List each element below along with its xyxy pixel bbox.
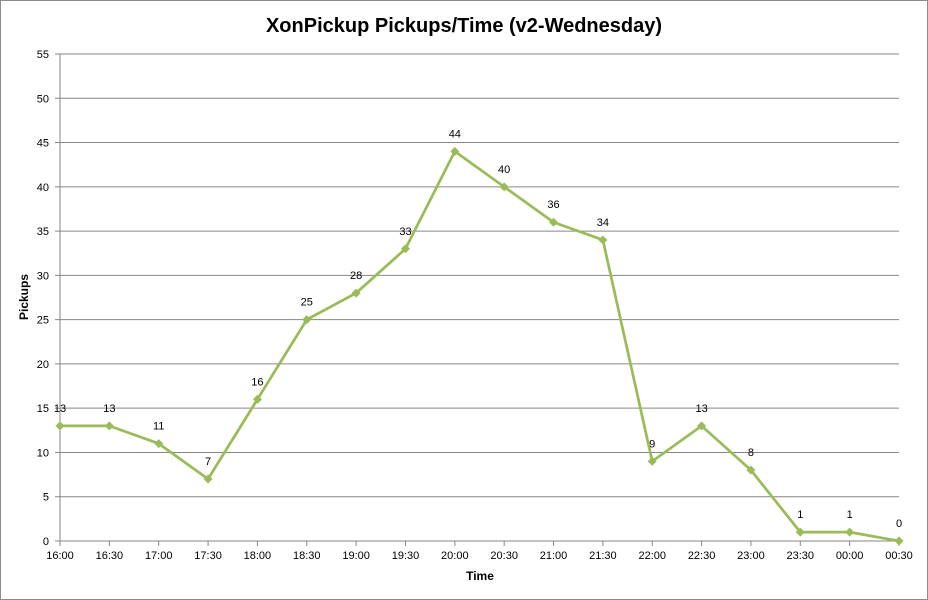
y-tick-label-7: 35: [37, 226, 49, 238]
x-tick-label-4: 18:00: [244, 550, 272, 562]
y-tick-label-2: 10: [37, 447, 49, 459]
x-tick-label-5: 18:30: [293, 550, 321, 562]
data-label-2: 11: [153, 421, 164, 433]
x-tick-label-7: 19:30: [392, 550, 420, 562]
data-label-6: 28: [350, 270, 362, 282]
x-tick-label-6: 19:00: [342, 550, 370, 562]
x-tick-label-12: 22:00: [638, 550, 666, 562]
x-tick-label-10: 21:00: [540, 550, 568, 562]
x-tick-label-0: 16:00: [46, 550, 74, 562]
y-tick-label-11: 55: [37, 49, 49, 61]
y-axis-ticks: 0 5 10 15 20 25 30 35 40 45 50 55: [37, 49, 60, 548]
data-point-5: [302, 315, 312, 325]
x-tick-label-17: 00:30: [885, 550, 913, 562]
data-label-0: 13: [54, 403, 66, 415]
x-tick-label-2: 17:00: [145, 550, 173, 562]
data-label-16: 1: [847, 509, 853, 521]
series-line-0: [60, 150, 900, 543]
series-group: [55, 146, 904, 546]
data-label-10: 36: [547, 199, 559, 211]
y-tick-label-4: 20: [37, 359, 49, 371]
data-point-16: [845, 527, 855, 537]
data-point-11: [598, 235, 608, 245]
x-tick-label-13: 22:30: [688, 550, 716, 562]
x-tick-label-1: 16:30: [96, 550, 124, 562]
data-point-4: [252, 394, 262, 404]
y-tick-label-8: 40: [37, 182, 49, 194]
data-point-17: [894, 536, 904, 546]
data-label-12: 9: [649, 438, 655, 450]
data-label-3: 7: [205, 456, 211, 468]
data-point-7: [400, 244, 410, 254]
data-label-17: 0: [896, 518, 902, 530]
data-label-5: 25: [301, 297, 313, 309]
data-point-9: [499, 182, 509, 192]
x-tick-label-3: 17:30: [194, 550, 222, 562]
y-axis-title: Pickups: [17, 274, 31, 320]
data-label-7: 33: [399, 226, 411, 238]
gridlines: [59, 53, 899, 542]
data-label-4: 16: [251, 376, 263, 388]
data-label-15: 1: [797, 509, 803, 521]
data-point-0: [55, 421, 65, 431]
data-label-14: 8: [748, 447, 754, 459]
y-tick-label-6: 30: [37, 270, 49, 282]
data-point-1: [104, 421, 114, 431]
x-tick-label-9: 20:30: [490, 550, 518, 562]
x-tick-label-8: 20:00: [441, 550, 469, 562]
y-tick-label-3: 15: [37, 403, 49, 415]
x-axis-title: Time: [466, 569, 494, 583]
y-tick-label-9: 45: [37, 138, 49, 150]
x-tick-label-14: 23:00: [737, 550, 765, 562]
data-point-8: [450, 146, 460, 156]
y-tick-label-1: 5: [43, 492, 49, 504]
x-tick-label-15: 23:30: [787, 550, 815, 562]
data-label-1: 13: [103, 403, 115, 415]
data-point-12: [647, 456, 657, 466]
y-tick-label-5: 25: [37, 315, 49, 327]
x-tick-label-16: 00:00: [836, 550, 864, 562]
data-label-9: 40: [498, 164, 510, 176]
data-point-3: [203, 474, 213, 484]
x-axis-ticks: 16:00 16:30 17:00 17:30 18:00 18:30 19:00 19:30…: [46, 541, 913, 562]
y-tick-label-0: 0: [43, 536, 49, 548]
y-tick-label-10: 50: [37, 93, 49, 105]
data-label-13: 13: [695, 403, 707, 415]
data-label-11: 34: [597, 217, 609, 229]
data-point-13: [697, 421, 707, 431]
data-point-10: [549, 217, 559, 227]
data-point-6: [351, 288, 361, 298]
data-point-14: [746, 465, 756, 475]
data-label-8: 44: [449, 128, 461, 140]
data-point-15: [795, 527, 805, 537]
data-point-2: [154, 439, 164, 449]
chart-title: XonPickup Pickups/Time (v2-Wednesday): [266, 15, 662, 37]
x-tick-label-11: 21:30: [589, 550, 617, 562]
